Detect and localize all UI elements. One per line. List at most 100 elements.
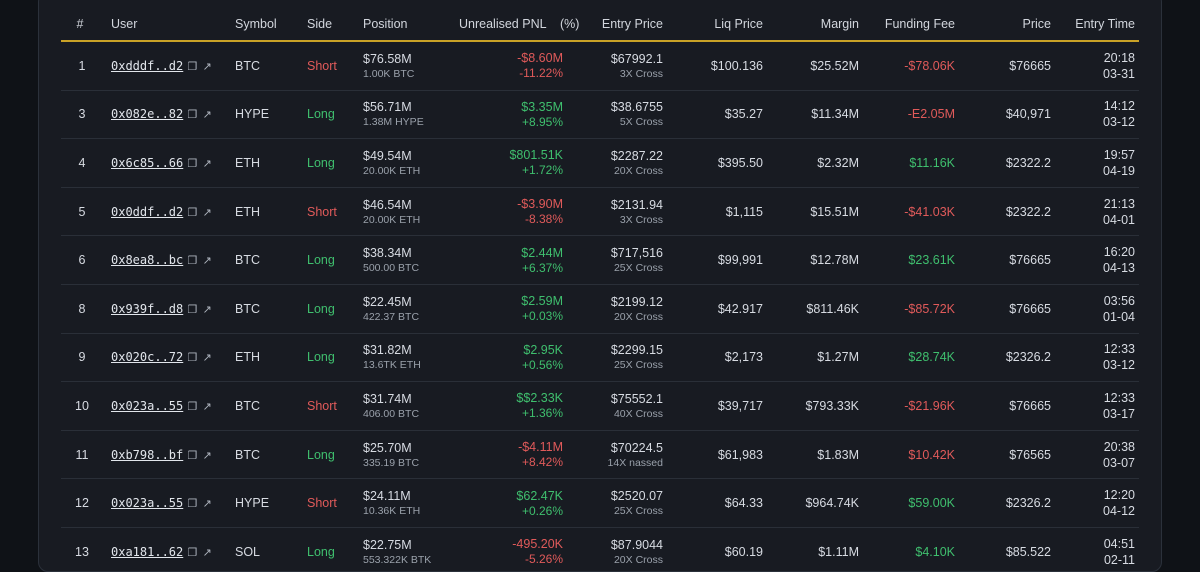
- copy-icon[interactable]: ❐: [187, 157, 198, 170]
- external-link-icon[interactable]: ↗: [202, 157, 212, 170]
- price-cell: $76665: [959, 41, 1055, 91]
- table-row[interactable]: 12 0x023a..55 ❐ ↗ HYPE Short $24.11M 10.36K ETH…: [61, 478, 1139, 528]
- user-address-link[interactable]: 0xb798..bf: [111, 447, 184, 462]
- price-cell: $76665: [959, 235, 1055, 285]
- entry-time-cell: 12:33 03-17: [1055, 381, 1139, 431]
- pnl-percent: +0.56%: [521, 357, 563, 372]
- copy-icon[interactable]: ❐: [187, 352, 198, 365]
- col-user[interactable]: User: [99, 7, 231, 42]
- pnl-cell: -$8.60M -11.22%: [455, 41, 567, 91]
- position-cell: $31.74M 406.00 BTC: [359, 381, 455, 431]
- pnl-cell: $801.51K +1.72%: [455, 138, 567, 188]
- copy-icon[interactable]: ❐: [187, 449, 198, 462]
- external-link-icon[interactable]: ↗: [202, 546, 212, 559]
- entry-price-value: $87.9044: [610, 537, 663, 552]
- table-row[interactable]: 11 0xb798..bf ❐ ↗ BTC Long $25.70M 335.19 BTC -$…: [61, 430, 1139, 480]
- external-link-icon[interactable]: ↗: [202, 400, 212, 413]
- external-link-icon[interactable]: ↗: [202, 109, 212, 122]
- table-row[interactable]: 8 0x939f..d8 ❐ ↗ BTC Long $22.45M 422.37 BTC $2.…: [61, 284, 1139, 334]
- external-link-icon[interactable]: ↗: [202, 449, 212, 462]
- side-cell: Long: [303, 284, 359, 334]
- leverage-label: 25X Cross: [613, 262, 663, 275]
- entry-time-value: 19:57: [1103, 147, 1135, 162]
- position-size: 422.37 BTC: [363, 310, 420, 323]
- funding-fee-cell: $11.16K: [863, 138, 959, 188]
- external-link-icon[interactable]: ↗: [202, 255, 212, 268]
- user-cell: 0x6c85..66 ❐ ↗: [99, 138, 231, 188]
- funding-fee-cell: $59.00K: [863, 478, 959, 528]
- user-address-link[interactable]: 0xa181..62: [111, 544, 184, 559]
- side-cell: Short: [303, 381, 359, 431]
- external-link-icon[interactable]: ↗: [202, 352, 212, 365]
- col-margin[interactable]: Margin: [767, 7, 863, 42]
- symbol-cell: BTC: [231, 41, 303, 91]
- liq-price-cell: $42.917: [667, 284, 767, 334]
- user-address-link[interactable]: 0xdddf..d2: [111, 58, 184, 73]
- side-cell: Long: [303, 90, 359, 140]
- entry-date-value: 03-12: [1103, 358, 1135, 373]
- col-entry-time[interactable]: Entry Time: [1055, 7, 1139, 42]
- leverage-label: 20X Cross: [613, 310, 663, 323]
- entry-price-cell: $75552.1 40X Cross: [567, 381, 667, 431]
- entry-price-cell: $2131.94 3X Cross: [567, 187, 667, 237]
- pnl-cell: $62.47K +0.26%: [455, 478, 567, 528]
- external-link-icon[interactable]: ↗: [202, 60, 212, 73]
- liq-price-cell: $100.136: [667, 41, 767, 91]
- copy-icon[interactable]: ❐: [187, 546, 198, 559]
- col-symbol[interactable]: Symbol: [231, 7, 303, 42]
- table-row[interactable]: 1 0xdddf..d2 ❐ ↗ BTC Short $76.58M 1.00K BTC -$8…: [61, 41, 1139, 91]
- col-side[interactable]: Side: [303, 7, 359, 42]
- col-liq-price[interactable]: Liq Price: [667, 7, 767, 42]
- table-row[interactable]: 10 0x023a..55 ❐ ↗ BTC Short $31.74M 406.00 BTC $…: [61, 381, 1139, 431]
- user-address-link[interactable]: 0x023a..55: [111, 496, 184, 511]
- table-row[interactable]: 5 0x0ddf..d2 ❐ ↗ ETH Short $46.54M 20.00K ETH -$…: [61, 187, 1139, 237]
- position-value: $31.74M: [363, 391, 412, 406]
- col-funding-fee[interactable]: Funding Fee: [863, 7, 959, 42]
- pnl-cell: $3.35M +8.95%: [455, 90, 567, 140]
- table-row[interactable]: 9 0x020c..72 ❐ ↗ ETH Long $31.82M 13.6TK ETH $2.…: [61, 333, 1139, 383]
- user-address-link[interactable]: 0x082e..82: [111, 107, 184, 122]
- copy-icon[interactable]: ❐: [187, 303, 198, 316]
- table-row[interactable]: 6 0x8ea8..bc ❐ ↗ BTC Long $38.34M 500.00 BTC $2.…: [61, 235, 1139, 285]
- table-row[interactable]: 13 0xa181..62 ❐ ↗ SOL Long $22.75M 553.322K BTK…: [61, 527, 1139, 571]
- copy-icon[interactable]: ❐: [187, 206, 198, 219]
- col-price[interactable]: Price: [959, 7, 1055, 42]
- price-cell: $2326.2: [959, 478, 1055, 528]
- table-row[interactable]: 4 0x6c85..66 ❐ ↗ ETH Long $49.54M 20.00K ETH $80…: [61, 138, 1139, 188]
- user-address-link[interactable]: 0x939f..d8: [111, 301, 184, 316]
- pnl-percent: +1.36%: [521, 406, 563, 421]
- pnl-value: -$3.90M: [517, 197, 563, 212]
- user-address-link[interactable]: 0x020c..72: [111, 350, 184, 365]
- user-address-link[interactable]: 0x6c85..66: [111, 155, 184, 170]
- external-link-icon[interactable]: ↗: [202, 303, 212, 316]
- entry-price-cell: $2287.22 20X Cross: [567, 138, 667, 188]
- user-cell: 0xa181..62 ❐ ↗: [99, 527, 231, 571]
- liq-price-cell: $64.33: [667, 478, 767, 528]
- col-position[interactable]: Position: [359, 7, 455, 42]
- col-pnl[interactable]: Unrealised PNL (%): [455, 7, 579, 42]
- table-row[interactable]: 3 0x082e..82 ❐ ↗ HYPE Long $56.71M 1.38M HYPE $3…: [61, 90, 1139, 140]
- side-cell: Long: [303, 235, 359, 285]
- copy-icon[interactable]: ❐: [187, 109, 198, 122]
- rank-cell: 12: [61, 478, 99, 528]
- copy-icon[interactable]: ❐: [187, 255, 198, 268]
- liq-price-cell: $2,173: [667, 333, 767, 383]
- symbol-cell: BTC: [231, 381, 303, 431]
- user-address-link[interactable]: 0x023a..55: [111, 398, 184, 413]
- pnl-value: -$4.11M: [518, 440, 563, 455]
- copy-icon[interactable]: ❐: [187, 498, 198, 511]
- price-cell: $76565: [959, 430, 1055, 480]
- user-cell: 0x8ea8..bc ❐ ↗: [99, 235, 231, 285]
- user-address-link[interactable]: 0x8ea8..bc: [111, 253, 184, 268]
- entry-price-cell: $67992.1 3X Cross: [567, 41, 667, 91]
- user-address-link[interactable]: 0x0ddf..d2: [111, 204, 184, 219]
- col-entry-price[interactable]: Entry Price: [567, 7, 667, 42]
- position-cell: $25.70M 335.19 BTC: [359, 430, 455, 480]
- copy-icon[interactable]: ❐: [187, 400, 198, 413]
- copy-icon[interactable]: ❐: [187, 60, 198, 73]
- pnl-percent: -8.38%: [524, 212, 563, 227]
- external-link-icon[interactable]: ↗: [202, 206, 212, 219]
- position-size: 20.00K ETH: [363, 213, 421, 226]
- entry-time-cell: 20:38 03-07: [1055, 430, 1139, 480]
- external-link-icon[interactable]: ↗: [202, 498, 212, 511]
